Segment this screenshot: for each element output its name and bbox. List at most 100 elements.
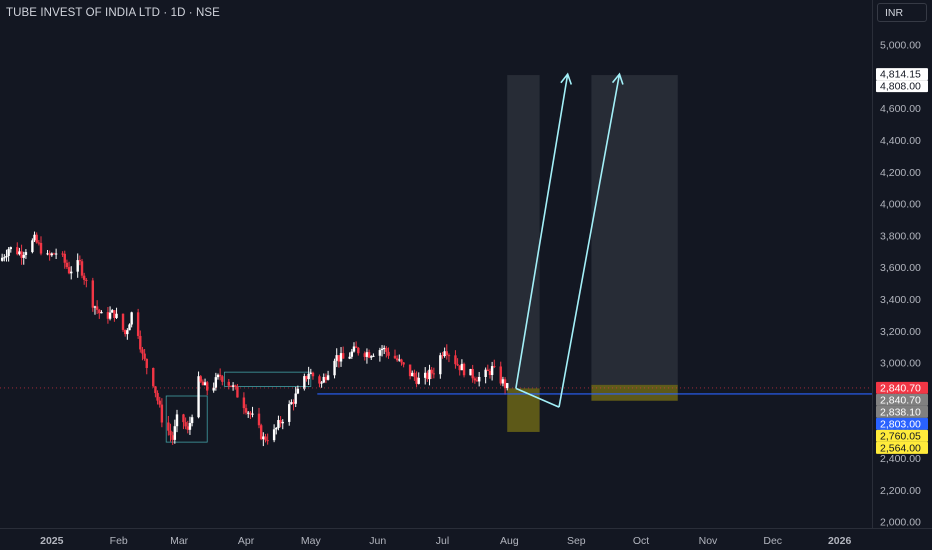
candle — [61, 251, 64, 257]
candle — [439, 352, 442, 379]
candle-body — [82, 275, 86, 280]
candle — [95, 300, 99, 315]
candle-body — [214, 377, 218, 388]
candle — [305, 375, 308, 382]
candle-body — [218, 374, 222, 377]
candle-body — [251, 413, 254, 415]
candle — [249, 411, 252, 420]
stop-zone — [507, 388, 540, 432]
candle — [126, 328, 129, 340]
candle — [288, 400, 291, 426]
candle-body — [309, 372, 313, 374]
candle — [352, 342, 356, 353]
candle-body — [493, 366, 496, 368]
candle-body — [160, 404, 164, 423]
candle-body — [385, 347, 388, 352]
y-tick-label: 3,800.00 — [880, 230, 921, 242]
candle — [339, 347, 343, 367]
candle — [484, 367, 487, 384]
candle-body — [145, 358, 148, 368]
candle — [506, 383, 509, 391]
candle — [206, 380, 209, 396]
candle — [188, 416, 192, 435]
candle-body — [186, 426, 189, 430]
candle — [46, 249, 49, 256]
candle-body — [486, 369, 490, 371]
candle — [156, 390, 159, 405]
target-zone — [507, 75, 540, 389]
candle-body — [477, 377, 481, 382]
candle-body — [311, 372, 315, 377]
candle — [108, 306, 112, 321]
x-tick-label: Mar — [170, 535, 189, 547]
candle — [309, 368, 313, 375]
candle — [367, 349, 371, 359]
currency-button[interactable]: INR — [877, 3, 927, 22]
candle-body — [398, 359, 401, 361]
candle — [385, 346, 388, 358]
candle-body — [367, 352, 371, 358]
candle-body — [22, 254, 25, 258]
candle — [337, 355, 341, 368]
candle-body — [169, 430, 172, 436]
candle-body — [272, 429, 276, 441]
candle-body — [454, 355, 457, 365]
candle-body — [402, 362, 405, 365]
candle — [3, 254, 6, 262]
candle — [372, 353, 375, 357]
candle — [80, 258, 84, 279]
price-label-text: 2,838.10 — [880, 406, 921, 418]
candle-body — [50, 253, 54, 256]
candle — [432, 367, 436, 379]
y-tick-label: 3,400.00 — [880, 294, 921, 306]
candle — [326, 370, 330, 381]
candle-body — [113, 310, 116, 318]
candle-body — [372, 355, 375, 357]
candle — [354, 341, 358, 348]
candle — [171, 431, 174, 445]
candle-body — [236, 386, 239, 398]
candle-body — [206, 382, 209, 391]
candle — [7, 247, 10, 262]
candle — [350, 348, 354, 359]
price-label: 2,803.00 — [876, 417, 928, 430]
candle — [493, 359, 496, 369]
candle-body — [37, 242, 41, 244]
candle — [78, 255, 82, 266]
candle-body — [294, 393, 297, 404]
candle-body — [115, 313, 118, 318]
candle — [0, 253, 4, 262]
x-tick-label: 2025 — [40, 535, 64, 547]
candle — [154, 386, 157, 398]
candle-body — [443, 351, 446, 357]
candle-body — [249, 412, 252, 415]
candle-body — [363, 353, 366, 357]
price-label-bg — [876, 405, 928, 418]
candle — [294, 386, 297, 408]
candle-body — [506, 383, 509, 389]
price-label-text: 4,814.15 — [880, 69, 921, 81]
x-tick-label: Jun — [369, 535, 386, 547]
candle — [141, 346, 144, 361]
candle — [18, 247, 21, 256]
candle-body — [296, 388, 300, 394]
candle-body — [417, 377, 420, 384]
candle-body — [100, 312, 103, 314]
candle — [182, 413, 185, 430]
candle-body — [415, 376, 418, 384]
price-label-text: 2,840.70 — [880, 382, 921, 394]
arrow-head — [560, 72, 573, 85]
y-tick-label: 4,400.00 — [880, 135, 921, 147]
candle — [167, 416, 170, 436]
candle-body — [303, 376, 306, 389]
candle-body — [460, 363, 464, 371]
candle-body — [424, 372, 427, 378]
candle-body — [439, 355, 442, 375]
target-zone — [591, 75, 678, 389]
candle-body — [136, 312, 140, 336]
candle-body — [33, 234, 36, 241]
candle — [281, 419, 284, 430]
candle — [262, 432, 265, 447]
y-tick-label: 4,200.00 — [880, 167, 921, 179]
